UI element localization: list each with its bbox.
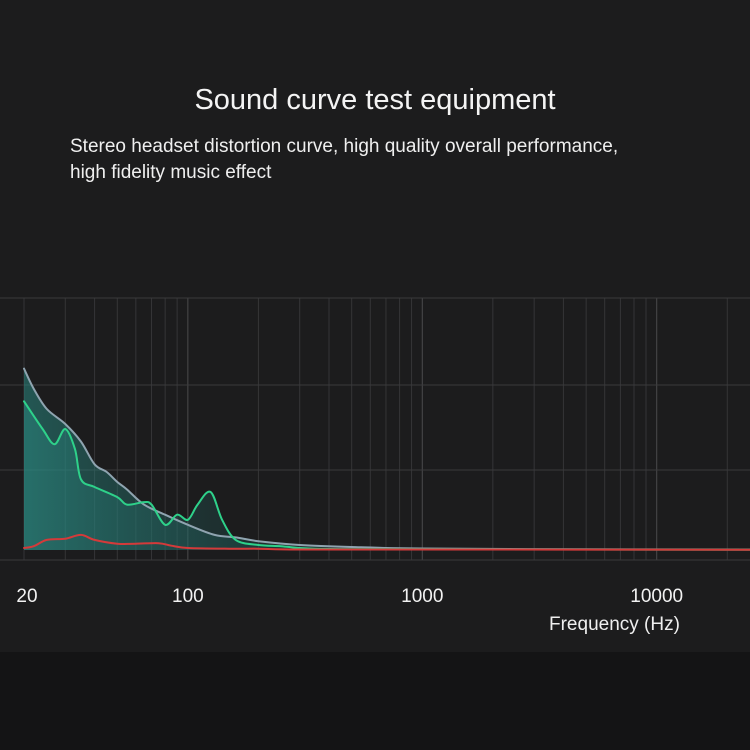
x-tick-label: 1000	[401, 586, 443, 607]
subtitle-line-1: Stereo headset distortion curve, high qu…	[70, 136, 619, 157]
bottom-band	[0, 652, 750, 750]
x-tick-label: 10000	[630, 586, 683, 607]
x-tick-label: 20	[16, 586, 37, 607]
page-title: Sound curve test equipment	[194, 84, 556, 116]
series-line-3	[23, 533, 750, 551]
x-tick-label: 100	[172, 586, 204, 607]
series-area-2	[24, 401, 750, 550]
subtitle-line-2: high fidelity music effect	[70, 162, 272, 183]
x-tick-labels: 20 100 1000 10000	[16, 586, 683, 607]
x-axis-label: Frequency (Hz)	[549, 614, 680, 635]
chart-fills	[24, 368, 750, 550]
page-subtitle: Stereo headset distortion curve, high qu…	[70, 134, 710, 186]
series-line-1	[23, 367, 750, 551]
series-line-2	[23, 400, 750, 551]
chart-lines	[23, 367, 750, 551]
